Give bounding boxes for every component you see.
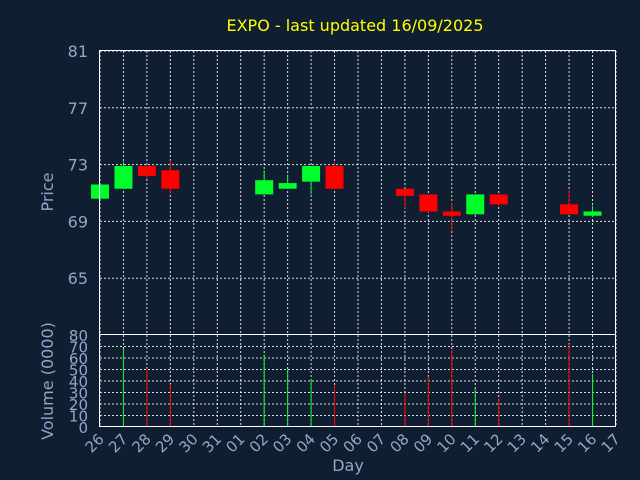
candle	[395, 188, 414, 209]
volume-tick-label: 40	[69, 373, 88, 391]
price-tick-label: 81	[68, 42, 88, 61]
candle	[466, 194, 485, 215]
x-tick-label: 03	[269, 430, 295, 456]
volume-tick-label: 50	[69, 362, 88, 380]
x-tick-label: 16	[574, 430, 600, 456]
x-tick-label: 27	[105, 430, 131, 456]
x-tick-label: 12	[480, 430, 506, 456]
x-tick-label: 29	[152, 430, 178, 456]
x-tick-label: 07	[363, 430, 389, 456]
volume-tick-label: 70	[69, 339, 88, 357]
x-tick-label: 28	[129, 430, 155, 456]
candle	[419, 194, 438, 213]
chart-title: EXPO - last updated 16/09/2025	[226, 16, 483, 35]
x-tick-label: 15	[551, 430, 577, 456]
candle-body	[442, 211, 461, 216]
x-tick-label: 14	[527, 430, 553, 456]
x-tick-label: 13	[504, 430, 530, 456]
x-axis-ticks: 2627282930310102030405060708091011121314…	[82, 430, 624, 456]
candle	[442, 202, 461, 232]
candle-body	[583, 211, 602, 216]
x-tick-label: 01	[222, 430, 248, 456]
x-tick-label: 08	[387, 430, 413, 456]
price-tick-label: 65	[68, 269, 88, 288]
candle	[560, 190, 579, 215]
candle	[325, 161, 344, 189]
x-tick-label: 31	[199, 430, 225, 456]
candle-body	[114, 166, 133, 189]
candle-body	[395, 188, 414, 196]
x-tick-label: 04	[293, 430, 319, 456]
x-axis-label: Day	[332, 456, 364, 475]
candle	[489, 194, 508, 206]
candle	[583, 205, 602, 218]
volume-tick-label: 10	[69, 408, 88, 426]
volume-tick-label: 0	[78, 419, 88, 437]
candle-body	[255, 180, 274, 195]
x-tick-label: 11	[457, 430, 483, 456]
volume-tick-label: 80	[69, 327, 88, 345]
candle	[161, 160, 180, 195]
candle-body	[489, 194, 508, 205]
price-tick-label: 73	[68, 156, 88, 175]
x-tick-label: 09	[410, 430, 436, 456]
candle-body	[278, 183, 297, 189]
candle	[114, 161, 133, 189]
candle-body	[161, 170, 180, 189]
volume-grid	[99, 335, 617, 427]
price-tick-label: 77	[68, 99, 88, 118]
volume-plot-frame	[99, 334, 616, 427]
candle	[255, 170, 274, 195]
x-tick-label: 06	[340, 430, 366, 456]
candlestick-series	[91, 160, 602, 232]
x-tick-label: 17	[598, 430, 624, 456]
candle-body	[466, 194, 485, 215]
price-tick-label: 69	[68, 212, 88, 231]
candle-body	[302, 166, 321, 182]
candle-body	[560, 204, 579, 215]
volume-axis-label: Volume (0000)	[38, 322, 57, 440]
candle	[137, 166, 156, 179]
x-tick-label: 05	[316, 430, 342, 456]
price-axis-ticks: 65 69 73 77 81	[68, 42, 88, 288]
candle-body	[137, 166, 156, 176]
candle-body	[325, 166, 344, 189]
volume-tick-label: 20	[69, 396, 88, 414]
x-tick-label: 02	[246, 430, 272, 456]
price-axis-label: Price	[38, 172, 57, 211]
price-grid	[99, 50, 617, 335]
volume-tick-label: 60	[69, 350, 88, 368]
x-tick-label: 30	[175, 430, 201, 456]
candle-body	[419, 194, 438, 212]
x-tick-label: 10	[433, 430, 459, 456]
volume-series	[122, 344, 594, 427]
candle	[302, 166, 321, 195]
volume-tick-label: 30	[69, 385, 88, 403]
candle	[278, 174, 297, 189]
